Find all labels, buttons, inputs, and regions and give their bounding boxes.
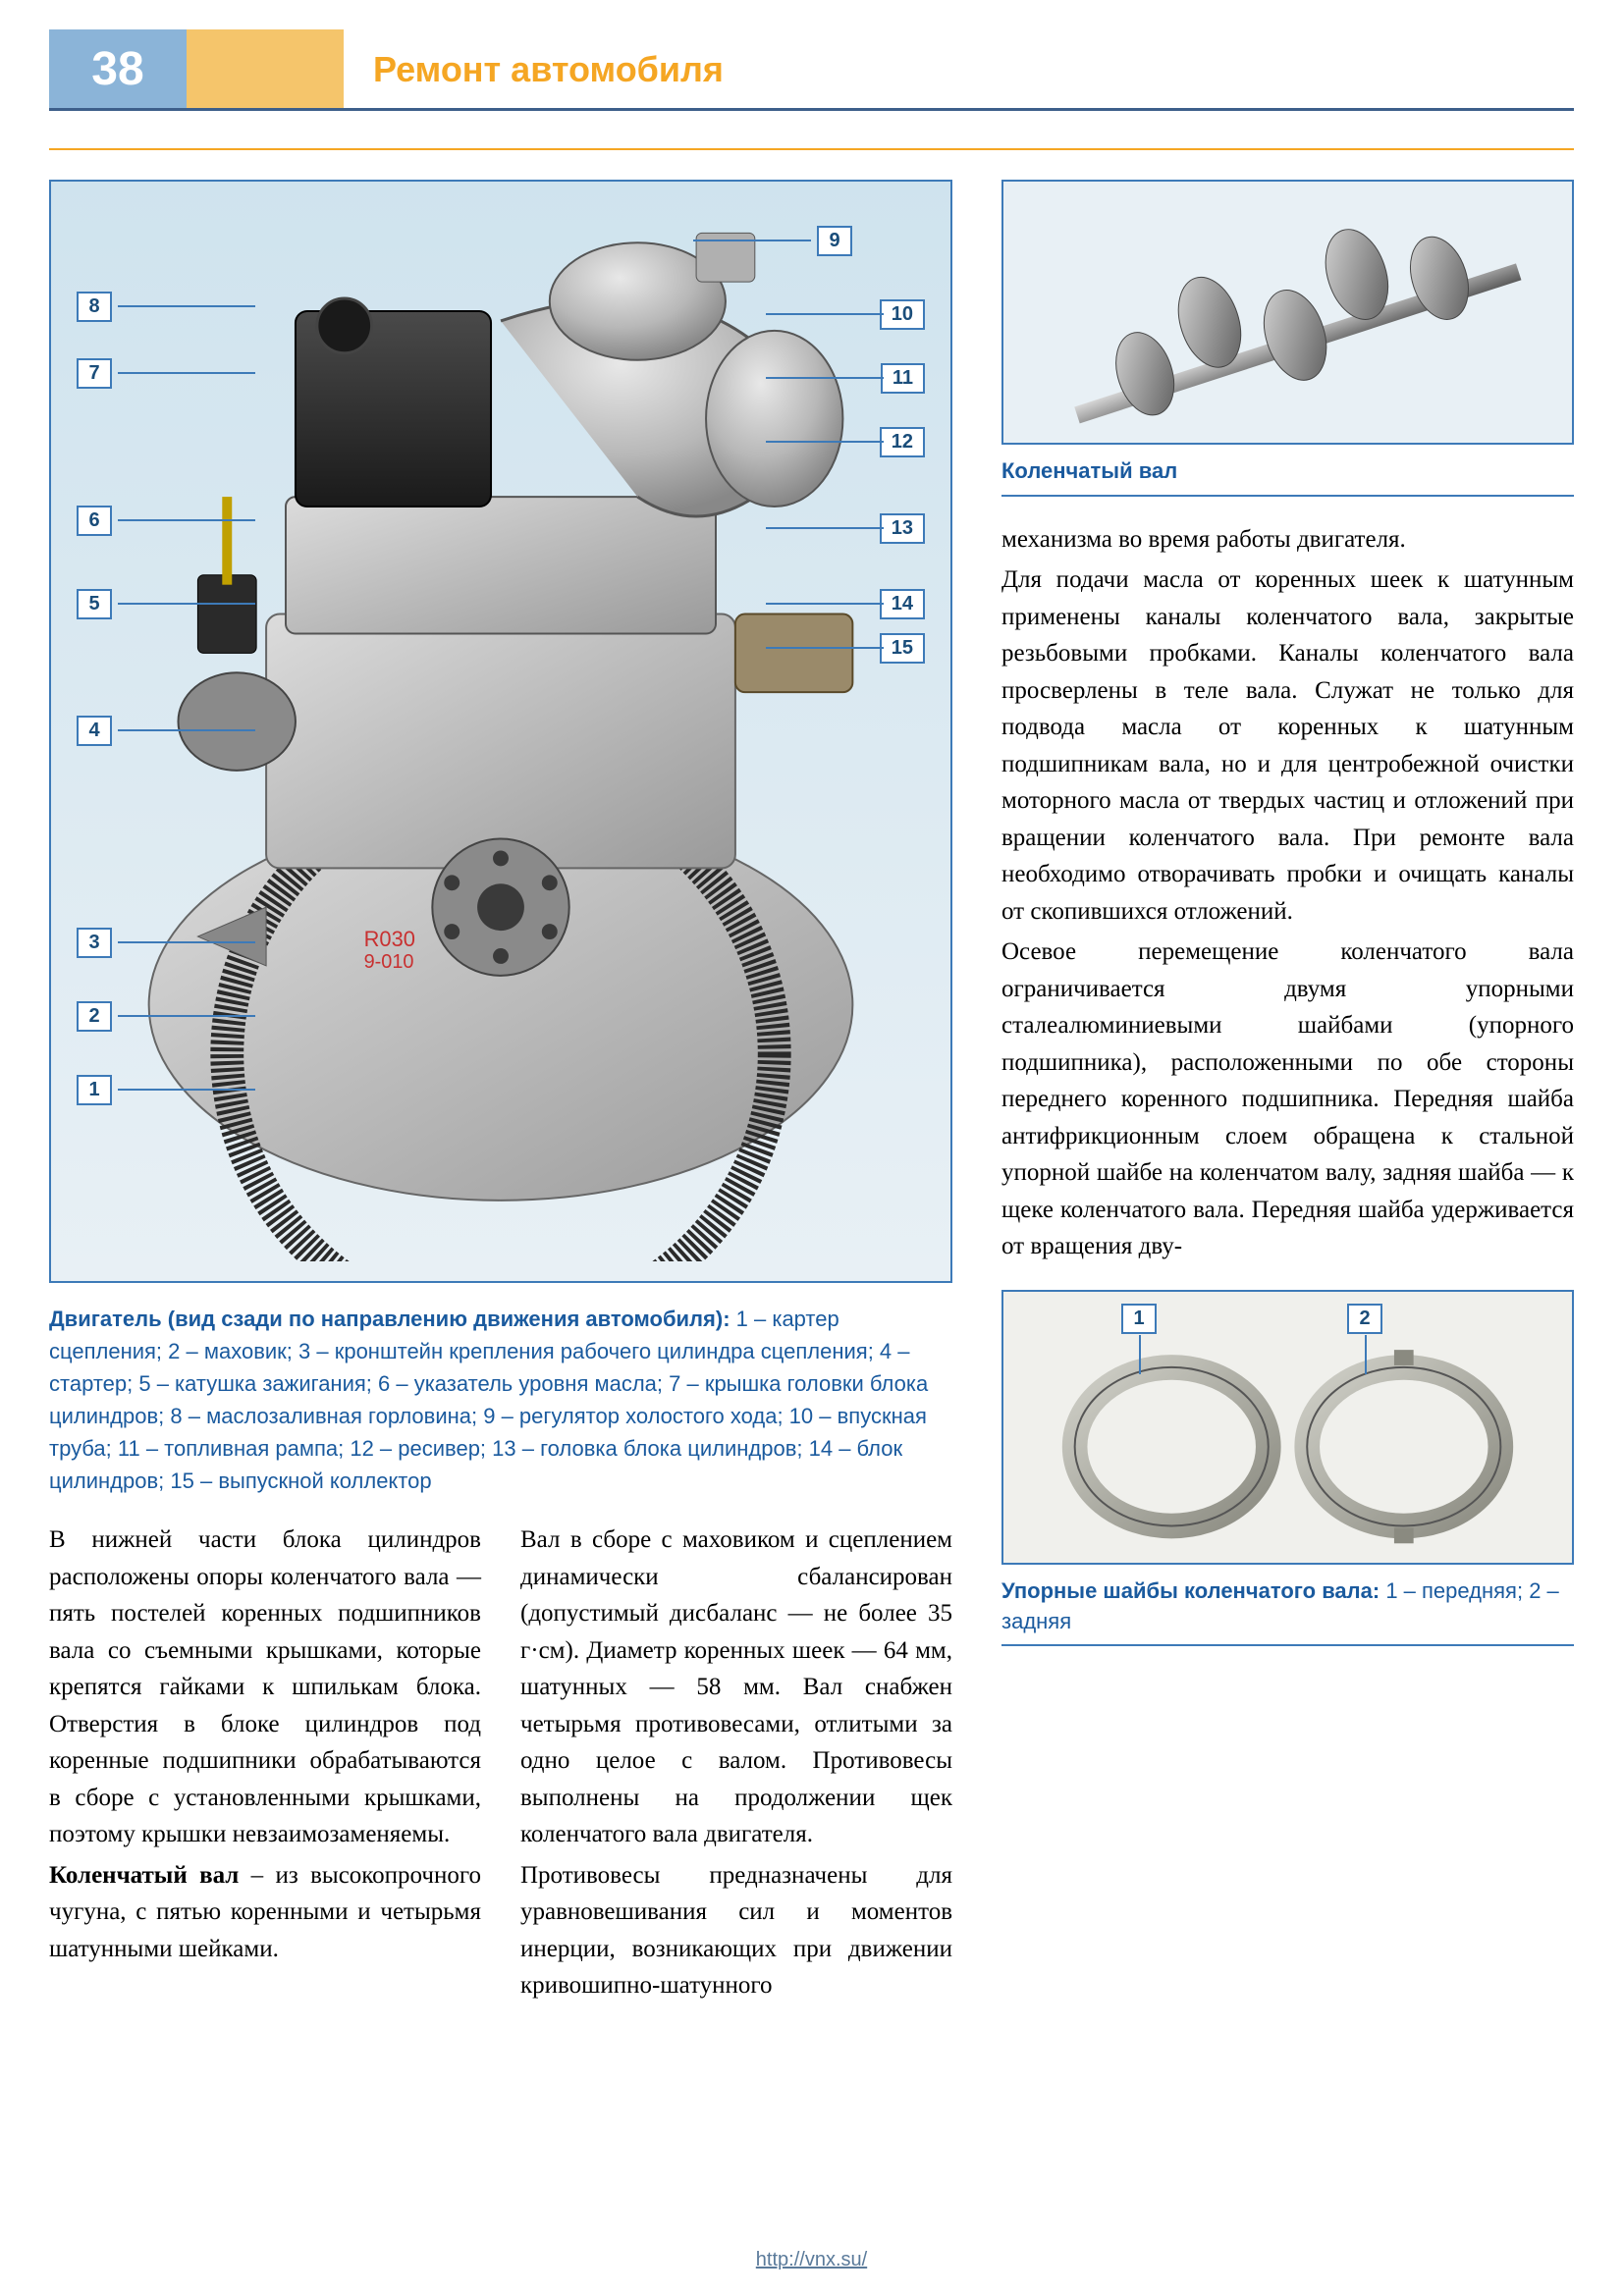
washer-callout-2: 2	[1347, 1304, 1382, 1334]
page-number: 38	[49, 29, 187, 108]
callout-1: 1	[77, 1075, 112, 1105]
callout-5: 5	[77, 589, 112, 619]
callout-10: 10	[880, 299, 925, 330]
callout-7: 7	[77, 358, 112, 389]
callout-4: 4	[77, 716, 112, 746]
washers-caption: Упорные шайбы коленчатого вала: 1 – пере…	[1001, 1576, 1574, 1647]
engine-illustration: R030 9-010	[71, 201, 931, 1261]
engine-caption: Двигатель (вид сзади по направлению движ…	[49, 1303, 952, 1497]
crankshaft-figure	[1001, 180, 1574, 445]
callout-8: 8	[77, 292, 112, 322]
right-body-text: механизма во время работы двигателя. Для…	[1001, 521, 1574, 1265]
callout-14: 14	[880, 589, 925, 619]
left-body-text: В нижней части блока цилиндров расположе…	[49, 1522, 952, 2004]
callout-9: 9	[817, 226, 852, 256]
svg-text:9-010: 9-010	[364, 951, 414, 973]
callout-6: 6	[77, 506, 112, 536]
crankshaft-caption: Коленчатый вал	[1001, 456, 1574, 497]
callout-2: 2	[77, 1001, 112, 1032]
callout-12: 12	[880, 427, 925, 457]
engine-figure-box: R030 9-010 8 7 6 5 4 3 2 1 9 10 11 12 13 14 15	[49, 180, 952, 1283]
page-header: 38 Ремонт автомобиля	[49, 29, 1574, 111]
section-title: Ремонт автомобиля	[344, 29, 1574, 90]
callout-11: 11	[881, 363, 925, 394]
footer-link[interactable]: http://vnx.su/	[0, 2249, 1623, 2271]
washer-callout-1: 1	[1121, 1304, 1157, 1334]
callout-3: 3	[77, 928, 112, 958]
callout-13: 13	[880, 513, 925, 544]
header-accent	[187, 29, 344, 108]
callout-15: 15	[880, 633, 925, 664]
washers-figure: 12	[1001, 1290, 1574, 1565]
svg-text:R030: R030	[364, 927, 415, 951]
